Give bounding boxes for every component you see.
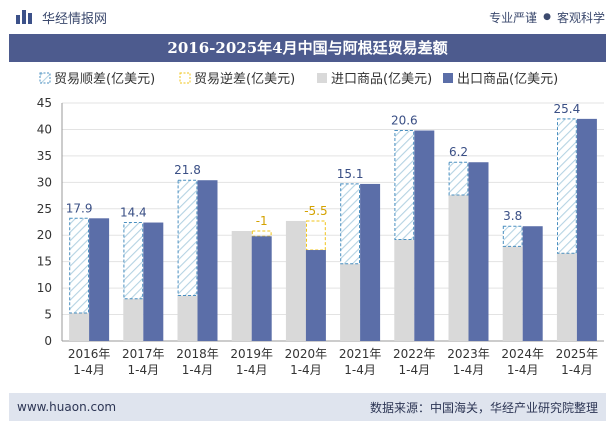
surplus-label: 3.8 xyxy=(503,209,522,223)
import-bar xyxy=(394,239,415,341)
surplus-bar xyxy=(448,161,469,196)
y-tick-label: 5 xyxy=(44,308,52,322)
surplus-label: 20.6 xyxy=(391,114,418,128)
export-bar xyxy=(197,180,218,341)
export-bar xyxy=(143,222,164,341)
top-bar: 华经情报网 专业严谨 ● 客观科学 xyxy=(0,0,615,34)
import-bar xyxy=(231,230,252,341)
x-tick-label: 1-4月 xyxy=(344,363,376,377)
surplus-bar xyxy=(394,130,415,240)
x-tick-label: 1-4月 xyxy=(290,363,322,377)
chart-title: 2016-2025年4月中国与阿根廷贸易差额 xyxy=(9,34,606,62)
tagline-right: 客观科学 xyxy=(556,10,605,25)
legend-label-import: 进口商品(亿美元) xyxy=(331,72,432,87)
surplus-label: 17.9 xyxy=(66,201,93,215)
legend-label-surplus: 贸易顺差(亿美元) xyxy=(54,72,155,87)
y-tick-label: 15 xyxy=(37,255,52,269)
x-tick-label: 1-4月 xyxy=(398,363,430,377)
x-tick-label: 2017年 xyxy=(122,347,165,361)
surplus-label: 6.2 xyxy=(449,145,468,159)
x-tick-label: 2016年 xyxy=(68,347,111,361)
y-tick-label: 30 xyxy=(37,175,52,189)
surplus-bar xyxy=(69,217,89,314)
x-tick-label: 1-4月 xyxy=(127,363,159,377)
export-bar xyxy=(251,236,272,341)
export-bar xyxy=(576,118,597,341)
x-tick-label: 2020年 xyxy=(285,347,328,361)
import-bar xyxy=(448,195,469,341)
y-tick-label: 10 xyxy=(37,281,52,295)
deficit-label: -5.5 xyxy=(304,204,327,218)
y-tick-label: 0 xyxy=(44,334,52,348)
trade-balance-chart: 0 5 10 15 20 25 30 35 40 45 17.9 2016年 1-4月 14.4 2017年… xyxy=(37,71,604,377)
surplus-bar xyxy=(177,179,198,297)
export-bar xyxy=(522,226,543,341)
x-tick-label: 2024年 xyxy=(501,347,544,361)
x-tick-label: 2022年 xyxy=(393,347,436,361)
footer: www.huaon.com 数据来源：中国海关，华经产业研究院整理 xyxy=(9,393,606,421)
deficit-label: -1 xyxy=(256,214,268,228)
legend-label-deficit: 贸易逆差(亿美元) xyxy=(194,71,295,87)
brand: 华经情报网 xyxy=(16,8,107,27)
y-tick-label: 20 xyxy=(37,228,52,242)
import-bar xyxy=(69,312,90,341)
x-tick-label: 1-4月 xyxy=(507,363,539,377)
export-bar xyxy=(360,183,381,341)
import-bar xyxy=(123,298,144,341)
import-bar xyxy=(340,263,361,341)
deficit-bar xyxy=(251,230,272,237)
deficit-bar xyxy=(306,220,326,251)
surplus-bar xyxy=(502,225,523,247)
legend-swatch-surplus xyxy=(39,72,51,84)
legend-swatch-export xyxy=(443,73,453,83)
surplus-label: 14.4 xyxy=(120,206,147,220)
import-bar xyxy=(502,246,523,341)
import-bar xyxy=(177,295,198,341)
brand-name: 华经情报网 xyxy=(42,11,108,27)
x-tick-label: 1-4月 xyxy=(453,363,485,377)
x-tick-label: 1-4月 xyxy=(182,363,214,377)
surplus-bar xyxy=(123,222,144,300)
y-tick-label: 45 xyxy=(37,96,52,110)
x-tick-label: 1-4月 xyxy=(236,363,268,377)
website-link[interactable]: www.huaon.com xyxy=(17,400,117,414)
x-tick-label: 2018年 xyxy=(176,347,219,361)
x-tick-label: 1-4月 xyxy=(561,363,593,377)
bullet-icon: ● xyxy=(543,12,551,22)
legend-swatch-deficit xyxy=(179,72,191,84)
surplus-bar xyxy=(340,183,361,265)
x-tick-label: 2023年 xyxy=(447,347,490,361)
export-bar xyxy=(305,250,326,341)
data-source: 数据来源：中国海关，华经产业研究院整理 xyxy=(369,400,598,415)
surplus-label: 25.4 xyxy=(554,102,581,116)
x-tick-label: 1-4月 xyxy=(73,363,105,377)
y-tick-label: 25 xyxy=(37,202,52,216)
x-tick-label: 2025年 xyxy=(556,347,599,361)
legend-swatch-import xyxy=(317,73,327,83)
export-bar xyxy=(414,130,435,341)
x-tick-label: 2019年 xyxy=(230,347,273,361)
tagline: 专业严谨 ● 客观科学 xyxy=(489,9,605,26)
import-bar xyxy=(285,220,306,341)
surplus-label: 21.8 xyxy=(174,163,201,177)
y-tick-label: 35 xyxy=(37,149,52,163)
tagline-left: 专业严谨 xyxy=(489,10,538,25)
legend-label-export: 出口商品(亿美元) xyxy=(457,72,558,87)
surplus-label: 15.1 xyxy=(337,167,364,181)
y-tick-label: 40 xyxy=(37,122,52,136)
x-tick-label: 2021年 xyxy=(339,347,382,361)
export-bar xyxy=(468,162,489,341)
brand-logo-icon xyxy=(16,10,34,24)
import-bar xyxy=(556,253,577,341)
export-bar xyxy=(89,218,110,341)
surplus-bar xyxy=(557,118,577,254)
